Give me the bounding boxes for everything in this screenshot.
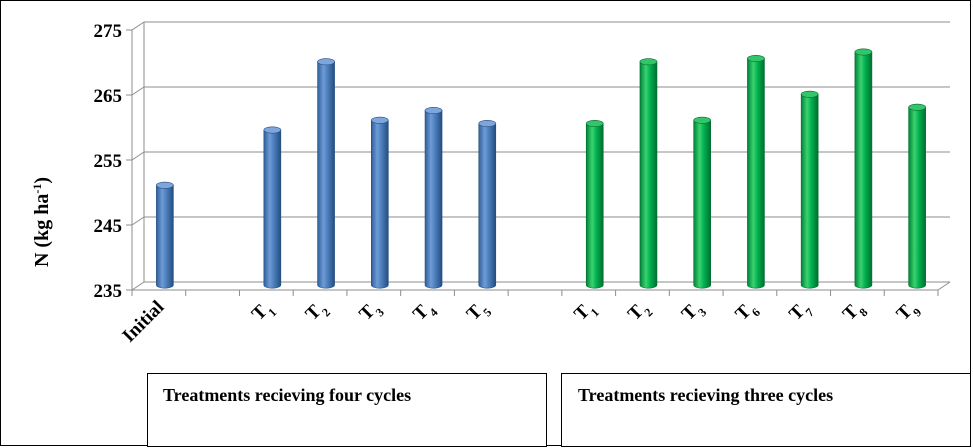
y-tick-label: 265	[94, 86, 123, 107]
x-tick-label: T8	[839, 297, 871, 329]
y-tick-label: 275	[94, 21, 123, 42]
floor-edge	[937, 281, 951, 291]
grid-lines	[131, 21, 950, 291]
bar-Initial-0	[156, 181, 174, 289]
group-label-four-cycles: Treatments recieving four cycles	[163, 385, 412, 405]
x-tick-label: T6	[731, 297, 763, 329]
bar-T1-2	[263, 126, 282, 289]
bar-T5-6	[478, 120, 497, 289]
x-tick-labels: Initial T1 T2 T3 T4 T5 T1 T2 T3 T6 T7 T8 T9	[118, 297, 924, 347]
axes	[126, 22, 951, 296]
bar-T8-13	[854, 48, 873, 289]
x-tick-label: T1	[248, 297, 280, 329]
gridline-side	[131, 21, 145, 31]
group-label-three-cycles: Treatments recieving three cycles	[578, 385, 834, 405]
gridline-side	[131, 151, 145, 161]
x-tick-label: T7	[785, 297, 817, 329]
y-tick-labels: 235 245 255 265 275	[94, 21, 123, 302]
x-tick-label: T5	[463, 297, 495, 329]
bar-T7-12	[800, 90, 819, 289]
bars	[156, 48, 926, 289]
bar-T4-5	[424, 107, 443, 289]
y-axis-label: N (kg ha-1)	[30, 177, 53, 267]
x-tick-label: T3	[678, 297, 710, 329]
bar-T3-4	[370, 116, 389, 289]
x-tick-label: T4	[409, 297, 441, 329]
bar-T9-14	[908, 103, 926, 289]
bar-T2-3	[317, 58, 335, 289]
x-tick-label: T1	[570, 297, 602, 329]
gridline-side	[131, 86, 145, 96]
bar-T1-8	[585, 120, 604, 289]
y-tick-label: 235	[94, 281, 123, 302]
bar-T6-11	[747, 54, 765, 289]
gridline-side	[131, 281, 145, 291]
x-tick-label: T2	[624, 297, 656, 329]
y-tick-label: 245	[94, 216, 123, 237]
x-tick-label: T2	[302, 297, 334, 329]
group-box-three-cycles	[561, 373, 971, 447]
group-box-four-cycles	[147, 373, 547, 447]
y-tick-label: 255	[94, 151, 123, 172]
bar-T3-10	[693, 116, 712, 289]
gridline-side	[131, 216, 145, 226]
bar-T2-9	[639, 58, 658, 289]
x-tick-label: Initial	[118, 297, 168, 347]
x-tick-label: T9	[893, 297, 925, 329]
x-tick-label: T3	[355, 297, 387, 329]
